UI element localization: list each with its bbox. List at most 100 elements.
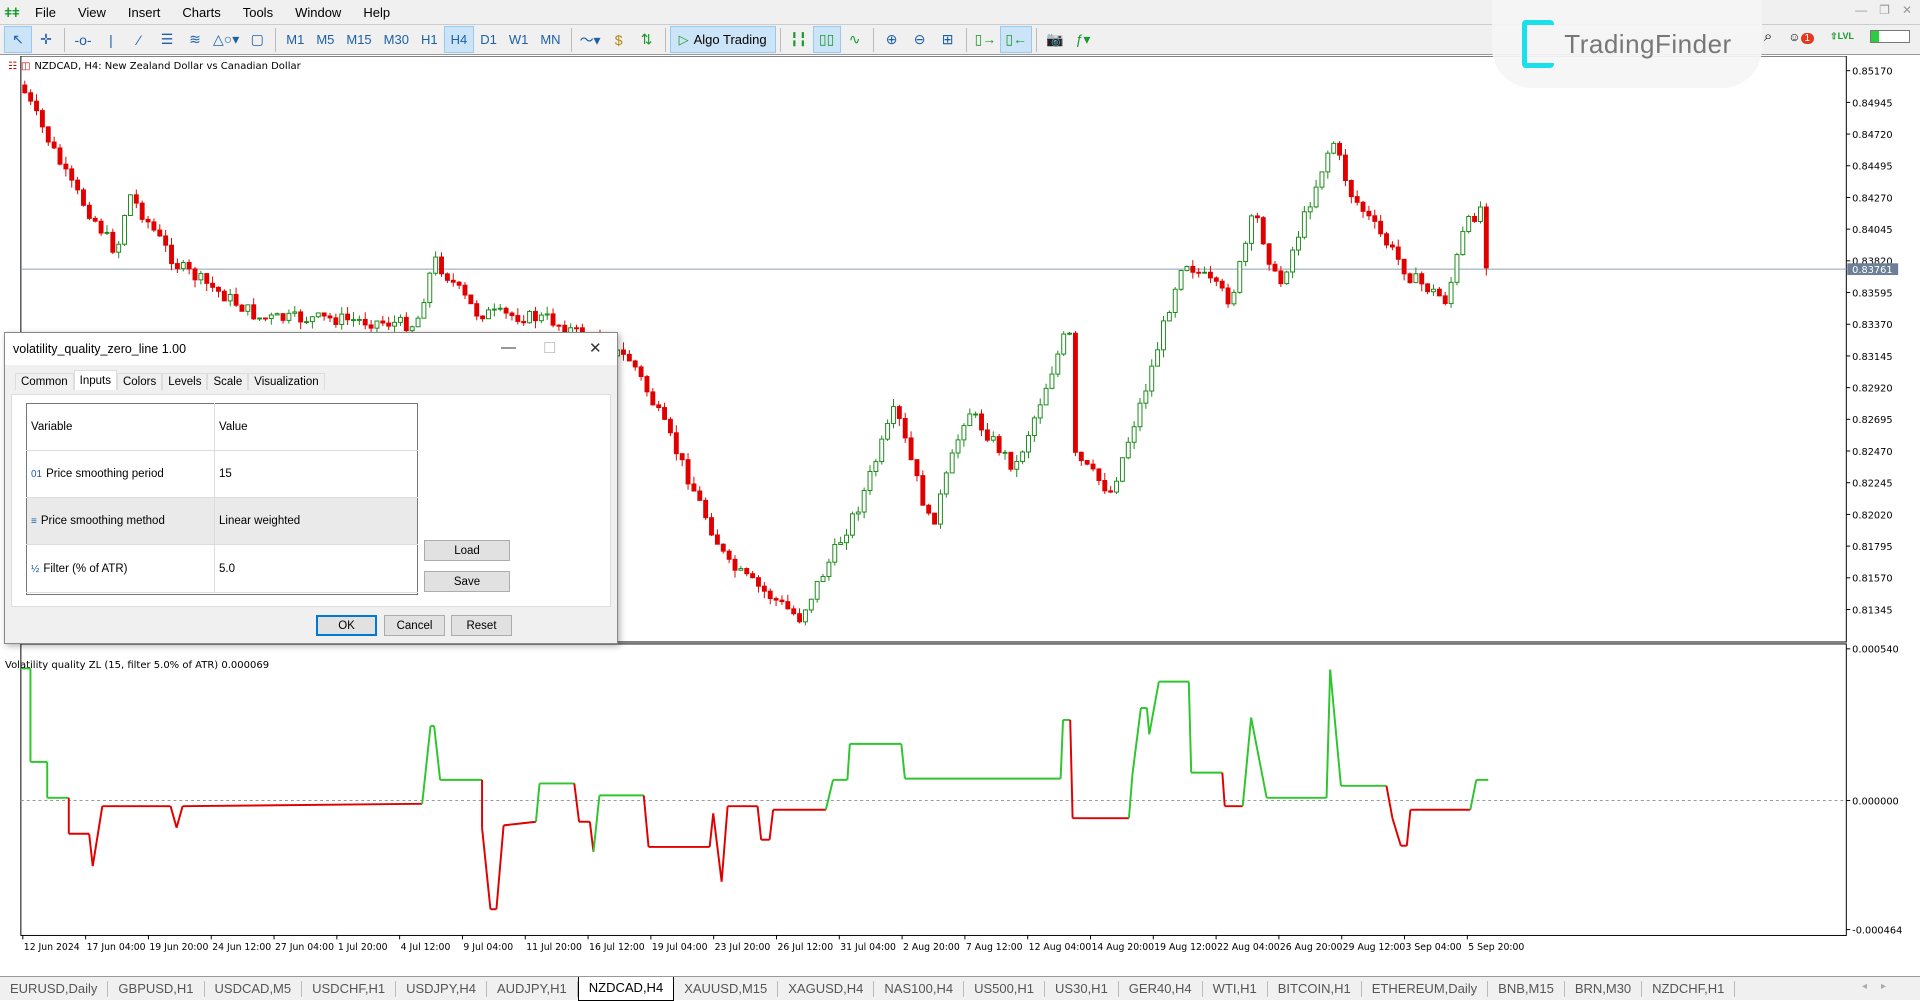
menu-view[interactable]: View bbox=[77, 4, 106, 20]
line-chart-button[interactable]: ∿ bbox=[848, 31, 861, 47]
value-cell[interactable]: Linear weighted bbox=[214, 497, 418, 546]
chart-tab[interactable]: BRN,M30 bbox=[1565, 980, 1643, 997]
dollar-icon[interactable]: $ bbox=[614, 31, 623, 48]
value-cell[interactable]: 15 bbox=[214, 450, 418, 499]
indicators-button[interactable]: ƒ▾ bbox=[1075, 31, 1091, 47]
time-axis-label: 12 Jun 2024 bbox=[24, 942, 80, 953]
algo-trading-button[interactable]: ▷ Algo Trading bbox=[669, 26, 776, 53]
chart-tab[interactable]: USDJPY,H4 bbox=[396, 980, 487, 997]
candle-body bbox=[879, 438, 885, 463]
chart-tab[interactable]: US30,H1 bbox=[1045, 980, 1119, 997]
candle-body bbox=[667, 418, 673, 434]
trendline-button[interactable]: ⁄ bbox=[137, 31, 141, 48]
crosshair-button[interactable]: ✛ bbox=[40, 31, 52, 47]
buy-sell-icon[interactable]: ⇅ bbox=[640, 31, 653, 47]
tab-levels[interactable]: Levels bbox=[162, 373, 208, 390]
indicator-title: Volatility quality ZL (15, filter 5.0% o… bbox=[5, 660, 270, 671]
minimize-icon[interactable]: — bbox=[501, 339, 516, 356]
tab-inputs[interactable]: Inputs bbox=[73, 370, 117, 390]
candlestick-button[interactable]: ▯▯ bbox=[812, 26, 841, 53]
chart-tab[interactable]: AUDJPY,H1 bbox=[487, 980, 578, 997]
search-icon[interactable]: ⌕ bbox=[1763, 28, 1773, 45]
timeframe-m1[interactable]: M1 bbox=[286, 32, 305, 47]
chart-type-button[interactable]: 〜▾ bbox=[579, 31, 601, 48]
minimize-icon[interactable]: — bbox=[1855, 3, 1868, 17]
fibonacci-button[interactable]: ≋ bbox=[189, 31, 201, 47]
zoom-in-icon[interactable]: ⊕ bbox=[885, 31, 898, 47]
timeframe-mn[interactable]: MN bbox=[540, 32, 561, 47]
timeframe-w1[interactable]: W1 bbox=[508, 32, 529, 47]
chart-tab[interactable]: USDCAD,M5 bbox=[205, 980, 303, 997]
channel-button[interactable]: ☰ bbox=[160, 31, 174, 47]
menu-file[interactable]: File bbox=[35, 4, 56, 20]
chart-tab[interactable]: GER40,H4 bbox=[1119, 980, 1203, 997]
candle-body bbox=[497, 307, 503, 310]
cursor-tool-button[interactable]: ↖ bbox=[4, 26, 32, 53]
candle-body bbox=[1284, 271, 1290, 285]
horizontal-line-button[interactable]: -o- bbox=[74, 31, 92, 48]
tab-common[interactable]: Common bbox=[15, 373, 74, 390]
vertical-line-button[interactable]: | bbox=[109, 31, 113, 48]
tab-scale[interactable]: Scale bbox=[207, 373, 249, 390]
menu-window[interactable]: Window bbox=[295, 4, 342, 20]
candle-body bbox=[1460, 230, 1466, 256]
price-axis-label: 0.84720 bbox=[1852, 130, 1892, 141]
chart-tab[interactable]: NZDCHF,H1 bbox=[1642, 980, 1736, 997]
grid-icon[interactable]: ⊞ bbox=[941, 31, 954, 47]
input-row[interactable]: ≡ Price smoothing method Linear weighted bbox=[26, 497, 418, 546]
timeframe-h4[interactable]: H4 bbox=[443, 26, 475, 53]
input-row[interactable]: 01 Price smoothing period 15 bbox=[26, 450, 418, 499]
rectangle-button[interactable]: ▢ bbox=[250, 31, 264, 47]
candle-body bbox=[216, 286, 221, 292]
input-row[interactable]: ½ Filter (% of ATR) 5.0 bbox=[26, 544, 418, 593]
close-icon[interactable]: ✕ bbox=[1901, 3, 1912, 17]
timeframe-m5[interactable]: M5 bbox=[316, 32, 335, 47]
timeframe-d1[interactable]: D1 bbox=[480, 32, 497, 47]
indicator-line-segment bbox=[756, 806, 763, 840]
load-button[interactable]: Load bbox=[424, 540, 510, 561]
chart-tab[interactable]: EURUSD,Daily bbox=[0, 980, 109, 997]
save-button[interactable]: Save bbox=[424, 571, 510, 592]
restore-icon[interactable]: ❐ bbox=[1879, 3, 1890, 17]
maximize-icon[interactable]: ☐ bbox=[543, 340, 557, 357]
candle-body bbox=[691, 483, 697, 492]
value-cell[interactable]: 5.0 bbox=[214, 544, 418, 593]
timeframe-m30[interactable]: M30 bbox=[383, 32, 409, 47]
chart-tab[interactable]: NAS100,H4 bbox=[874, 980, 965, 997]
bar-chart-button[interactable]: ╏╏ bbox=[790, 31, 808, 47]
timeframe-m15[interactable]: M15 bbox=[346, 32, 372, 47]
shapes-button[interactable]: △○▾ bbox=[213, 31, 240, 47]
candle-body bbox=[1272, 263, 1278, 272]
chart-tab[interactable]: ETHEREUM,Daily bbox=[1362, 980, 1489, 997]
menu-charts[interactable]: Charts bbox=[182, 4, 221, 20]
ok-button[interactable]: OK bbox=[316, 615, 377, 636]
menu-tools[interactable]: Tools bbox=[242, 4, 274, 20]
menu-insert[interactable]: Insert bbox=[127, 4, 161, 20]
chart-tab[interactable]: USDCHF,H1 bbox=[302, 980, 397, 997]
variable-cell: 01 Price smoothing period bbox=[26, 450, 215, 499]
indicator-line-segment bbox=[592, 795, 601, 852]
tab-visualization[interactable]: Visualization bbox=[248, 373, 325, 390]
tab-colors[interactable]: Colors bbox=[116, 373, 163, 390]
tab-scroll-arrows[interactable]: ◂▸ bbox=[1861, 981, 1900, 992]
menu-help[interactable]: Help bbox=[363, 4, 391, 20]
chart-tab[interactable]: XAUUSD,M15 bbox=[674, 980, 779, 997]
candle-body bbox=[204, 273, 210, 284]
chart-shift-button[interactable]: ▯← bbox=[1000, 26, 1033, 53]
reset-button[interactable]: Reset bbox=[451, 615, 512, 636]
chart-tab[interactable]: GBPUSD,H1 bbox=[108, 980, 205, 997]
screenshot-icon[interactable]: 📷 bbox=[1046, 31, 1064, 47]
chart-tab[interactable]: BITCOIN,H1 bbox=[1268, 980, 1362, 997]
chart-tab[interactable]: XAGUSD,H4 bbox=[778, 980, 875, 997]
close-icon[interactable]: ✕ bbox=[589, 340, 602, 357]
candle-body bbox=[626, 353, 632, 362]
chart-tab[interactable]: NZDCAD,H4 bbox=[577, 976, 675, 1001]
chart-tab[interactable]: US500,H1 bbox=[964, 980, 1046, 997]
chart-tab[interactable]: WTI,H1 bbox=[1203, 980, 1268, 997]
cancel-button[interactable]: Cancel bbox=[384, 615, 445, 636]
autoscroll-button[interactable]: ▯→ bbox=[974, 31, 997, 47]
timeframe-h1[interactable]: H1 bbox=[420, 32, 438, 47]
chart-tab[interactable]: BNB,M15 bbox=[1488, 980, 1565, 997]
notifications-button[interactable]: ☺ 1 bbox=[1788, 30, 1815, 44]
zoom-out-icon[interactable]: ⊖ bbox=[913, 31, 926, 47]
